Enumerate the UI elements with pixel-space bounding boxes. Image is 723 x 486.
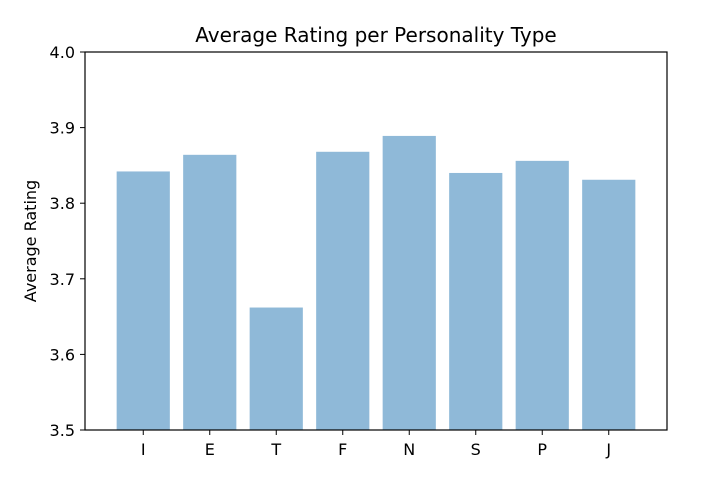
y-tick-label: 3.7 [50, 270, 75, 289]
x-tick-label: F [338, 440, 347, 459]
y-tick-label: 3.8 [50, 194, 75, 213]
bar-F [316, 151, 370, 431]
bar-T [249, 307, 303, 430]
x-tick-label: E [205, 440, 215, 459]
bar-N [382, 135, 436, 431]
bar-P [515, 160, 569, 431]
y-tick-label: 3.5 [50, 421, 75, 440]
y-tick-label: 4.0 [50, 43, 75, 62]
y-axis-label: Average Rating [21, 180, 40, 302]
x-tick-label: S [471, 440, 481, 459]
x-tick-label: J [605, 440, 611, 459]
bar-J [582, 179, 636, 430]
x-tick-label: N [403, 440, 415, 459]
x-tick-label: T [270, 440, 281, 459]
y-axis-ticks: 3.5 3.6 3.7 3.8 3.9 4.0 [50, 43, 85, 440]
bar-E [183, 154, 237, 430]
x-tick-label: P [537, 440, 547, 459]
y-tick-label: 3.6 [50, 345, 75, 364]
chart-title: Average Rating per Personality Type [195, 23, 556, 47]
bar-I [116, 171, 170, 430]
x-tick-label: I [141, 440, 146, 459]
bar-S [449, 172, 503, 430]
bars-layer [116, 135, 636, 431]
y-tick-label: 3.9 [50, 119, 75, 138]
plot-frame [84, 51, 668, 431]
